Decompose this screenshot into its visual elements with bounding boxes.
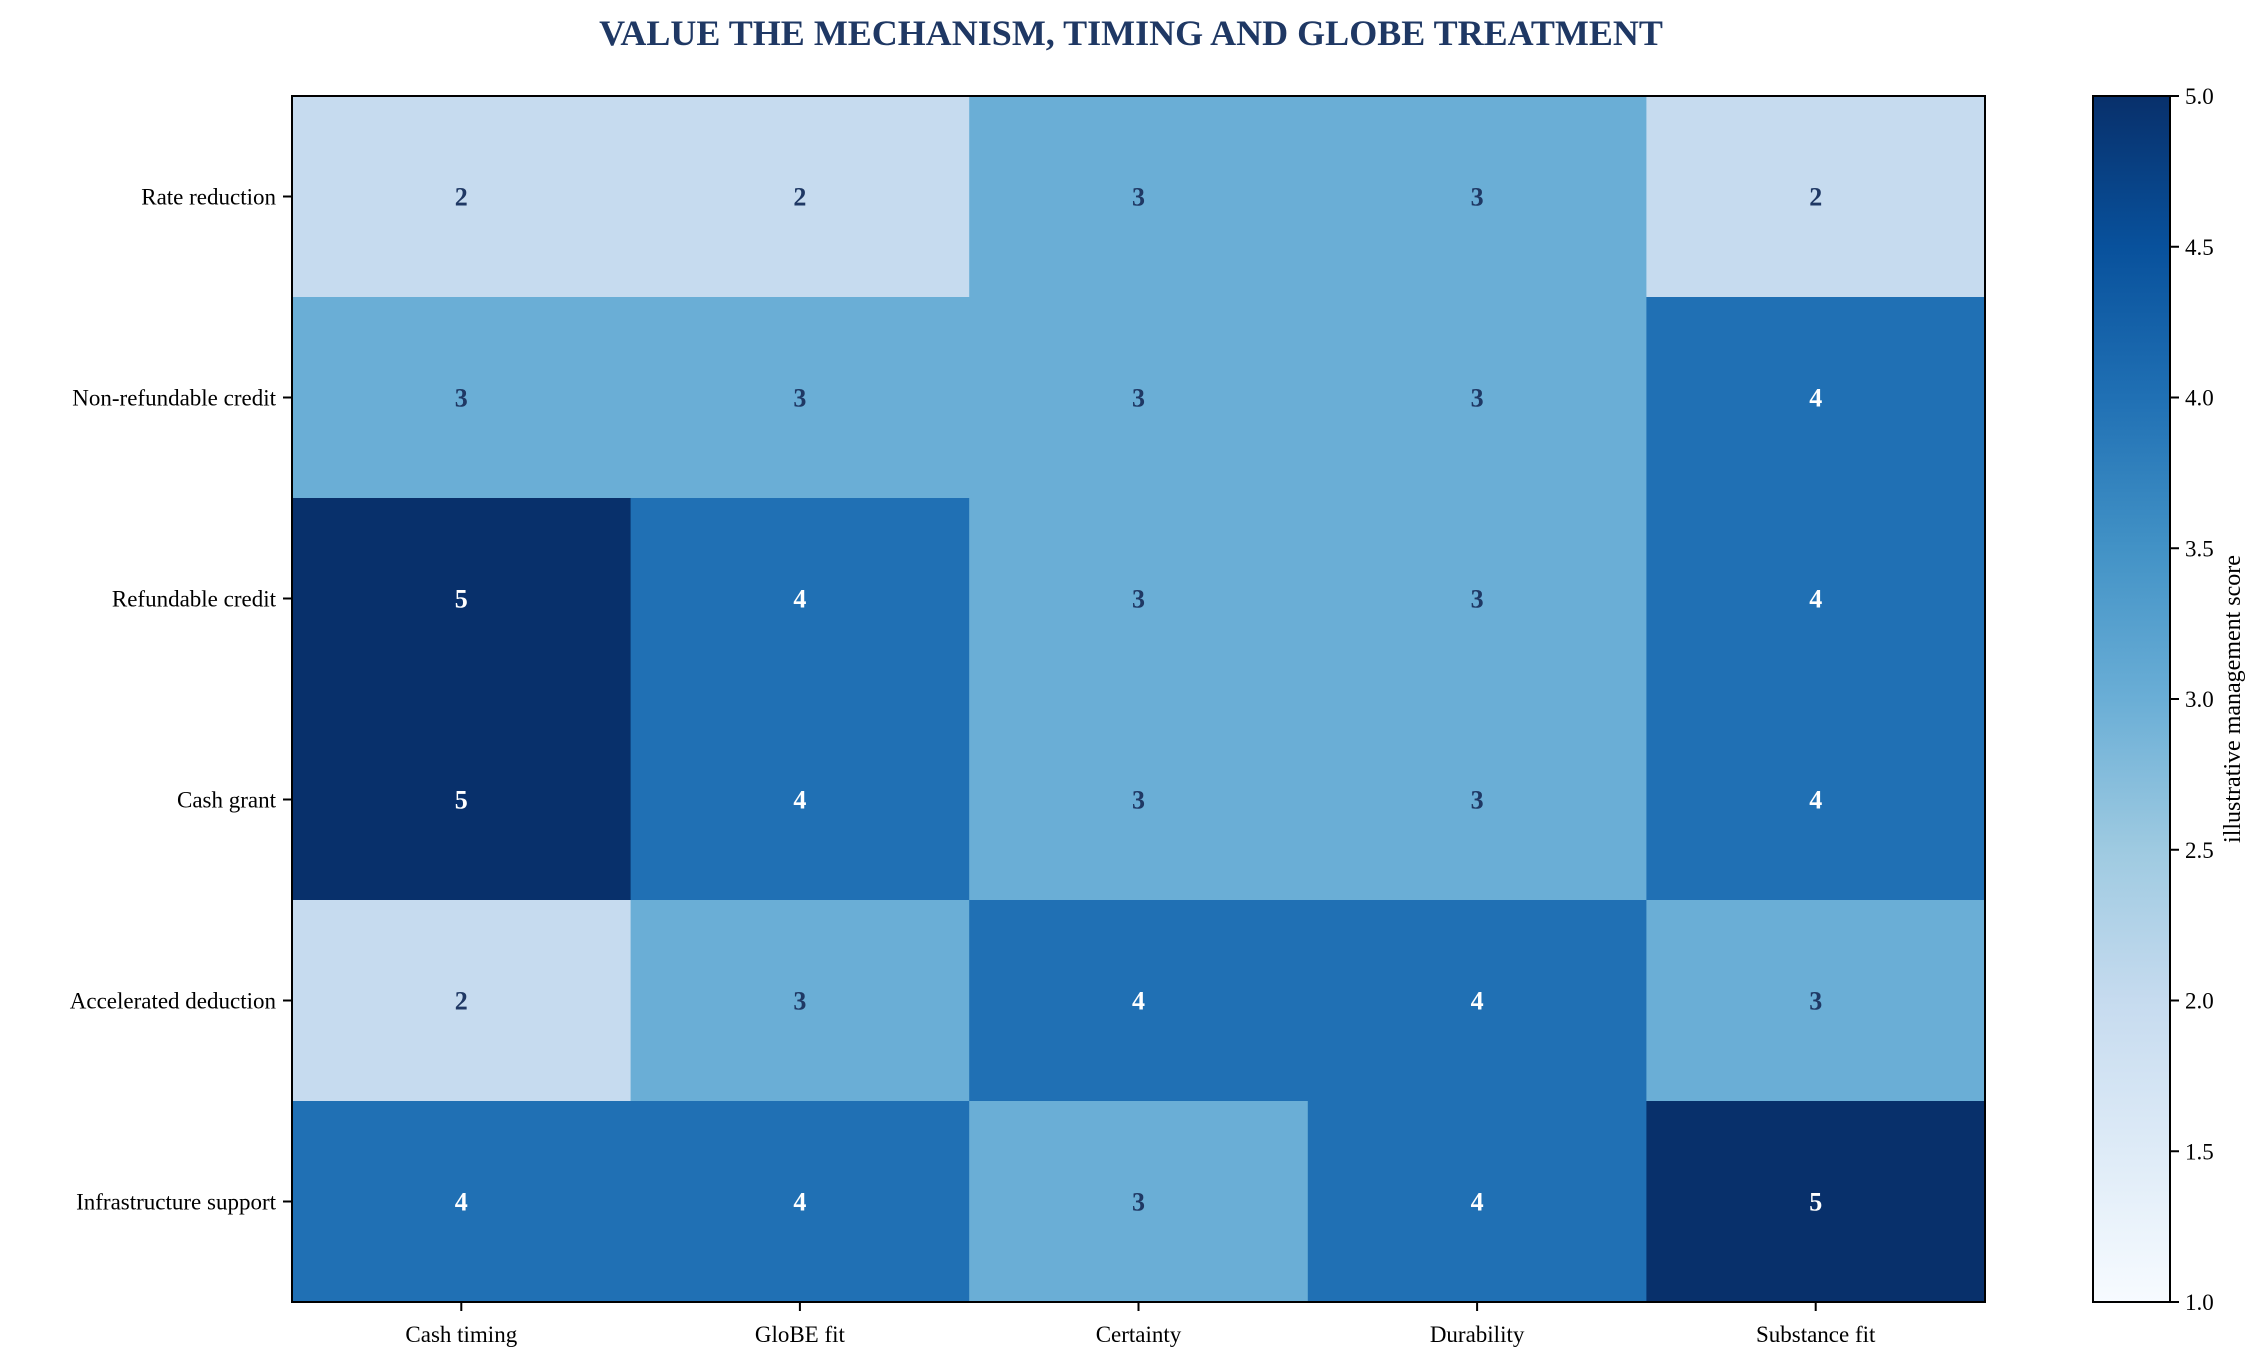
y-tick-label: Cash grant bbox=[177, 788, 277, 813]
cell-value-label: 3 bbox=[455, 384, 468, 413]
heatmap-cell bbox=[630, 1101, 970, 1303]
y-tick-label: Infrastructure support bbox=[76, 1190, 277, 1215]
cell-value-label: 3 bbox=[1809, 987, 1822, 1016]
colorbar-tick-label: 4.0 bbox=[2185, 386, 2214, 411]
y-tick-label: Non-refundable credit bbox=[72, 386, 276, 411]
cell-value-label: 2 bbox=[455, 987, 468, 1016]
heatmap-cell bbox=[630, 96, 970, 298]
cell-value-label: 3 bbox=[1132, 183, 1145, 212]
y-tick-label: Refundable credit bbox=[112, 587, 277, 612]
heatmap-cell bbox=[1646, 699, 1986, 901]
heatmap-cell bbox=[1307, 900, 1647, 1102]
heatmap-cell bbox=[1646, 498, 1986, 700]
heatmap-cells bbox=[292, 96, 1986, 1303]
heatmap-cell bbox=[1307, 699, 1647, 901]
heatmap-cell bbox=[1646, 1101, 1986, 1303]
heatmap-cell bbox=[1307, 297, 1647, 499]
heatmap-cell bbox=[969, 699, 1309, 901]
colorbar bbox=[2092, 95, 2171, 1303]
cell-value-label: 4 bbox=[1471, 987, 1484, 1016]
heatmap-cell bbox=[292, 699, 632, 901]
heatmap-cell bbox=[1307, 1101, 1647, 1303]
cell-value-labels: 2 2 3 3 2 3 3 3 3 4 5 4 3 3 4 5 4 3 3 4 2 3 4 4 3 4 4 3 4 5 bbox=[455, 183, 1822, 1217]
colorbar-tick-label: 1.5 bbox=[2185, 1139, 2214, 1164]
heatmap-cell bbox=[1646, 96, 1986, 298]
cell-value-label: 3 bbox=[793, 384, 806, 413]
y-tick-label: Rate reduction bbox=[141, 185, 276, 210]
cell-value-label: 4 bbox=[793, 585, 806, 614]
cell-value-label: 3 bbox=[1132, 384, 1145, 413]
x-tick-label: Durability bbox=[1430, 1322, 1525, 1347]
cell-value-label: 2 bbox=[455, 183, 468, 212]
x-tick-label: GloBE fit bbox=[755, 1322, 846, 1347]
heatmap-cell bbox=[292, 900, 632, 1102]
cell-value-label: 4 bbox=[1809, 585, 1822, 614]
cell-value-label: 5 bbox=[455, 585, 468, 614]
colorbar-tick-label: 5.0 bbox=[2185, 84, 2214, 109]
colorbar-tick-label: 3.0 bbox=[2185, 687, 2214, 712]
cell-value-label: 3 bbox=[1132, 585, 1145, 614]
cell-value-label: 4 bbox=[1809, 786, 1822, 815]
x-tick-label: Cash timing bbox=[405, 1322, 517, 1347]
heatmap-cell bbox=[1307, 96, 1647, 298]
cell-value-label: 3 bbox=[1471, 384, 1484, 413]
cell-value-label: 4 bbox=[793, 1188, 806, 1217]
x-tick-label: Certainty bbox=[1096, 1322, 1182, 1347]
heatmap-cell bbox=[292, 297, 632, 499]
cell-value-label: 4 bbox=[1471, 1188, 1484, 1217]
colorbar-tick-label: 1.0 bbox=[2185, 1290, 2214, 1315]
cell-value-label: 3 bbox=[1132, 1188, 1145, 1217]
heatmap-cell bbox=[969, 297, 1309, 499]
cell-value-label: 3 bbox=[1471, 183, 1484, 212]
cell-value-label: 4 bbox=[455, 1188, 468, 1217]
cell-value-label: 4 bbox=[793, 786, 806, 815]
cell-value-label: 3 bbox=[1471, 585, 1484, 614]
heatmap-cell bbox=[630, 900, 970, 1102]
chart-title: VALUE THE MECHANISM, TIMING AND GLOBE TR… bbox=[599, 13, 1663, 53]
cell-value-label: 2 bbox=[1809, 183, 1822, 212]
heatmap-cell bbox=[969, 498, 1309, 700]
cell-value-label: 5 bbox=[455, 786, 468, 815]
colorbar-tick-label: 2.5 bbox=[2185, 838, 2214, 863]
heatmap-cell bbox=[969, 96, 1309, 298]
colorbar-tick-label: 3.5 bbox=[2185, 536, 2214, 561]
x-axis-ticks: Cash timing GloBE fit Certainty Durability S… bbox=[405, 1302, 1876, 1347]
heatmap-cell bbox=[969, 1101, 1309, 1303]
y-axis-ticks: Rate reduction Non-refundable credit Refun… bbox=[70, 185, 292, 1215]
colorbar-label: illustrative management score bbox=[2220, 555, 2246, 843]
cell-value-label: 4 bbox=[1132, 987, 1145, 1016]
cell-value-label: 5 bbox=[1809, 1188, 1822, 1217]
heatmap-cell bbox=[630, 297, 970, 499]
heatmap-cell bbox=[1646, 900, 1986, 1102]
heatmap-cell bbox=[630, 699, 970, 901]
heatmap-cell bbox=[292, 1101, 632, 1303]
colorbar-tick-label: 2.0 bbox=[2185, 989, 2214, 1014]
heatmap-cell bbox=[630, 498, 970, 700]
cell-value-label: 3 bbox=[1471, 786, 1484, 815]
y-tick-label: Accelerated deduction bbox=[70, 989, 277, 1014]
heatmap-cell bbox=[1307, 498, 1647, 700]
cell-value-label: 3 bbox=[793, 987, 806, 1016]
colorbar-ticks: 1.0 1.5 2.0 2.5 3.0 3.5 4.0 4.5 5.0 bbox=[2170, 84, 2214, 1315]
heatmap-cell bbox=[1646, 297, 1986, 499]
colorbar-tick-label: 4.5 bbox=[2185, 235, 2214, 260]
cell-value-label: 4 bbox=[1809, 384, 1822, 413]
heatmap-cell bbox=[969, 900, 1309, 1102]
cell-value-label: 2 bbox=[793, 183, 806, 212]
heatmap-cell bbox=[292, 96, 632, 298]
x-tick-label: Substance fit bbox=[1756, 1322, 1876, 1347]
cell-value-label: 3 bbox=[1132, 786, 1145, 815]
heatmap-cell bbox=[292, 498, 632, 700]
